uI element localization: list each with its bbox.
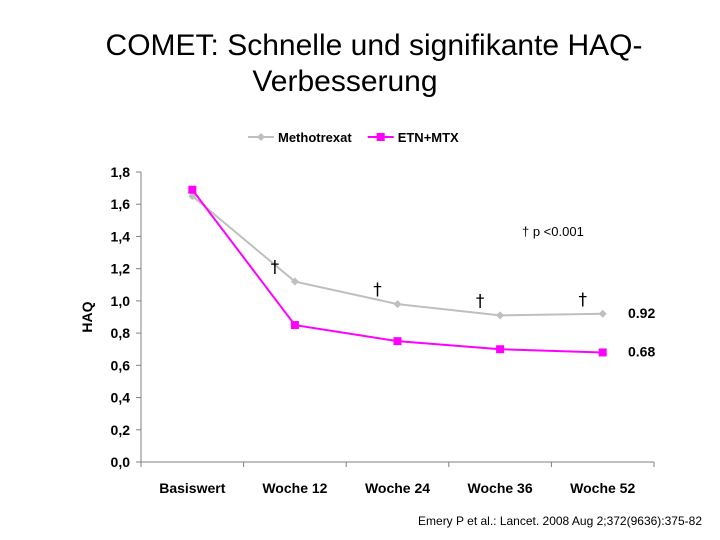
chart-legend: Methotrexat ETN+MTX bbox=[248, 130, 459, 145]
y-tick-label: 0,6 bbox=[111, 357, 131, 373]
slide-title: COMET: Schnelle und signifikante HAQ- Ve… bbox=[0, 28, 720, 100]
citation: Emery P et al.: Lancet. 2008 Aug 2;372(9… bbox=[418, 514, 702, 528]
end-value-label: 0.68 bbox=[628, 343, 655, 359]
chart-axes: 0,0 0,2 0,4 0,6 0,8 1,0 1,2 1,4 1,6 1,8 Basiswert W… bbox=[79, 164, 655, 496]
x-tick-label: Woche 12 bbox=[262, 480, 327, 496]
legend-item-1: Methotrexat bbox=[248, 130, 352, 145]
data-point bbox=[188, 192, 197, 201]
y-tick-label: 1,2 bbox=[111, 261, 131, 277]
data-point bbox=[290, 277, 299, 286]
data-point bbox=[393, 337, 402, 346]
end-value-label: 0.92 bbox=[628, 305, 655, 321]
data-point bbox=[496, 345, 505, 354]
title-line-1: COMET: Schnelle und signifikante HAQ- bbox=[105, 29, 643, 62]
x-tick-label: Woche 24 bbox=[365, 480, 430, 496]
chart-series: 0.92 0.68 bbox=[188, 185, 655, 359]
data-point bbox=[496, 311, 505, 320]
significance-marker: † bbox=[373, 280, 382, 300]
legend-label: Methotrexat bbox=[278, 130, 352, 145]
y-tick-label: 1,6 bbox=[111, 196, 131, 212]
legend-marker bbox=[257, 133, 265, 141]
significance-marker: † bbox=[578, 290, 587, 310]
significance-marker: † bbox=[476, 291, 485, 311]
y-tick-label: 0,0 bbox=[111, 454, 131, 470]
series-1: 0.92 bbox=[188, 192, 655, 321]
y-axis-title: HAQ bbox=[79, 301, 95, 332]
y-tick-label: 0,4 bbox=[111, 390, 131, 406]
series-2: 0.68 bbox=[188, 185, 655, 359]
y-tick-label: 1,0 bbox=[111, 293, 131, 309]
title-line-2: Verbesserung bbox=[252, 65, 438, 98]
data-point bbox=[290, 321, 299, 330]
x-tick-label: Woche 52 bbox=[570, 480, 635, 496]
data-point bbox=[598, 348, 607, 357]
data-point bbox=[393, 300, 402, 309]
y-tick-label: 0,2 bbox=[111, 422, 131, 438]
data-point bbox=[188, 185, 197, 194]
chart-annotations: † † † † † p <0.001 bbox=[271, 224, 588, 311]
significance-marker: † bbox=[271, 258, 280, 278]
legend-marker bbox=[376, 133, 385, 141]
x-tick-label: Basiswert bbox=[159, 480, 225, 496]
x-tick-label: Woche 36 bbox=[468, 480, 533, 496]
legend-item-2: ETN+MTX bbox=[367, 130, 459, 145]
legend-label: ETN+MTX bbox=[398, 130, 459, 145]
y-tick-label: 1,8 bbox=[111, 164, 131, 180]
data-point bbox=[598, 309, 607, 318]
significance-note: † p <0.001 bbox=[522, 224, 584, 239]
y-tick-label: 0,8 bbox=[111, 325, 131, 341]
series-line bbox=[191, 189, 603, 354]
series-line bbox=[191, 195, 603, 317]
y-tick-label: 1,4 bbox=[111, 228, 131, 244]
